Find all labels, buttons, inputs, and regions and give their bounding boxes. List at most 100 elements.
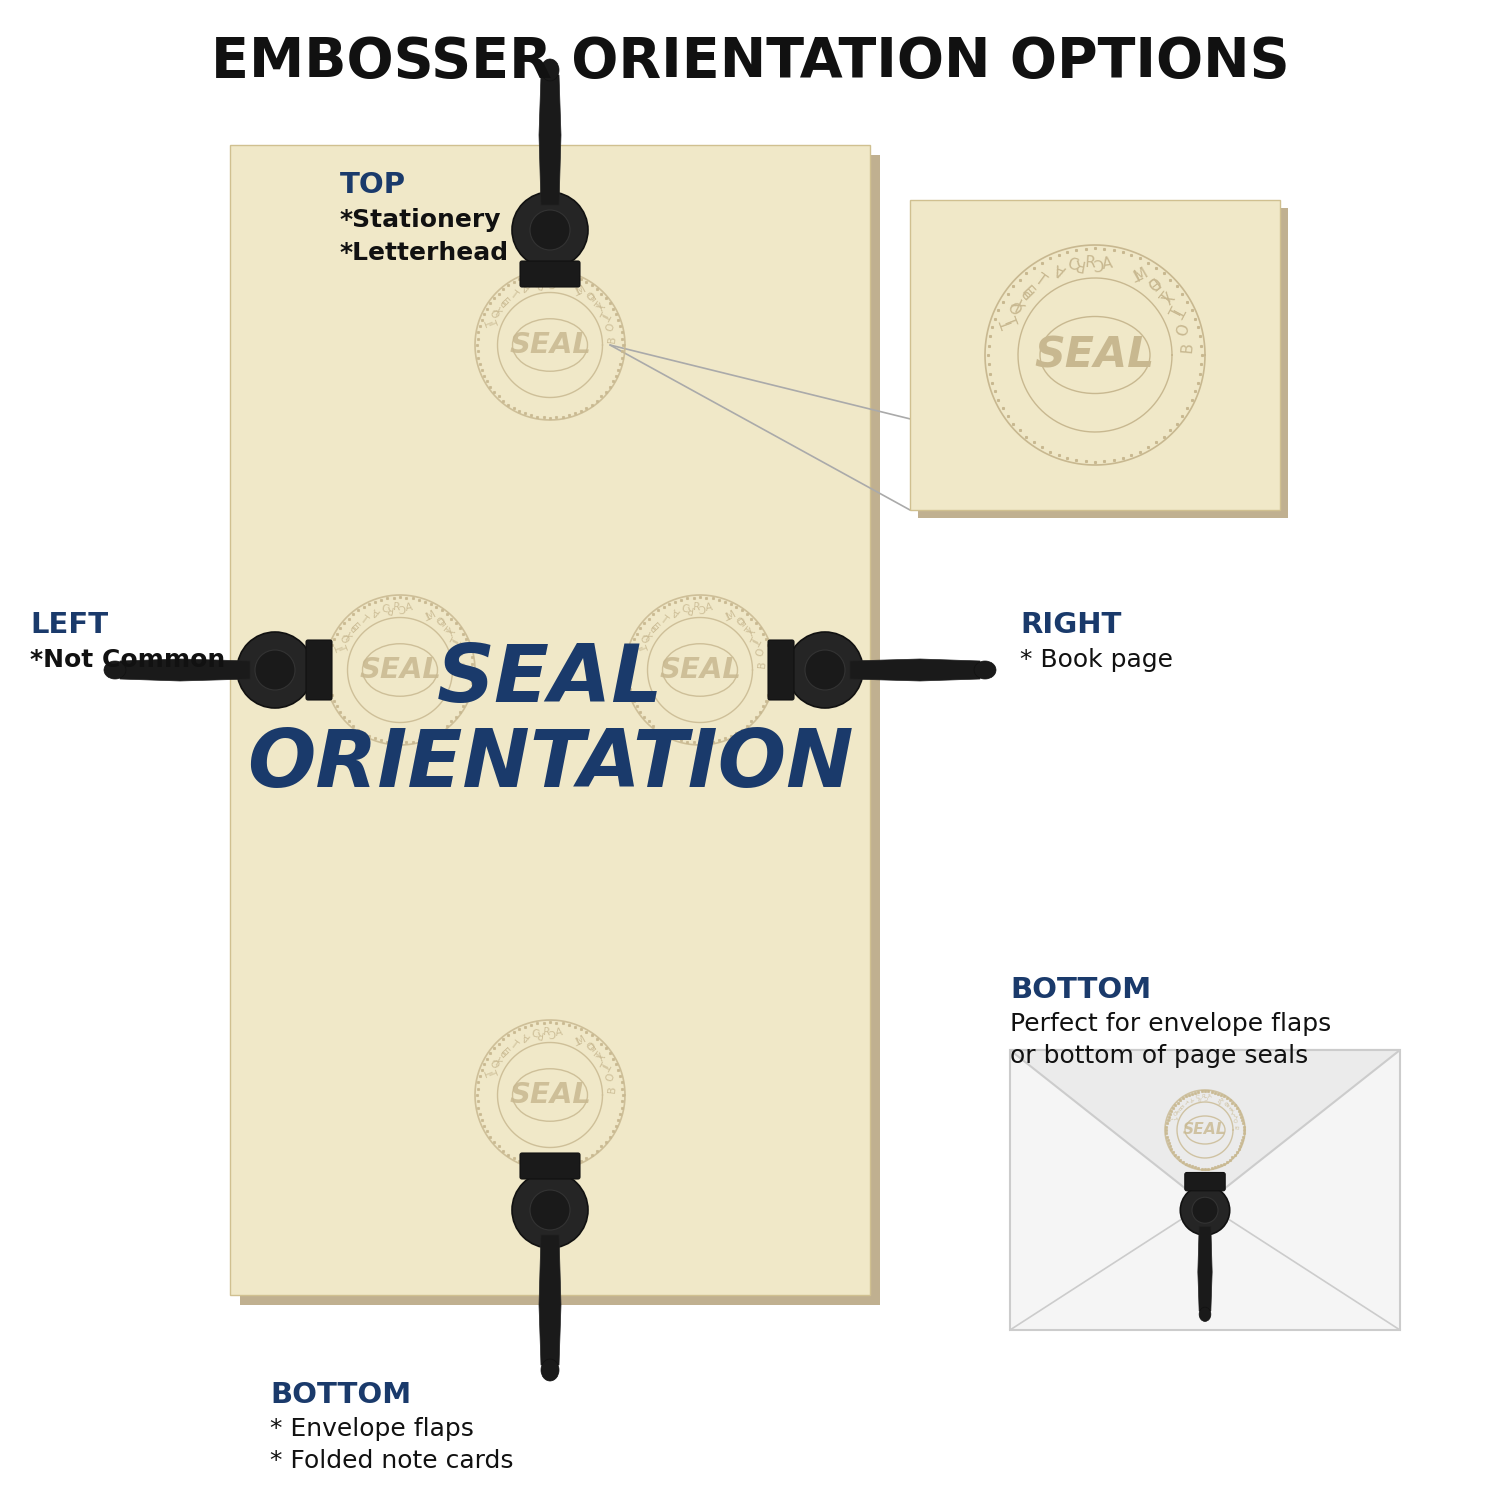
Text: X: X bbox=[742, 624, 754, 636]
Text: T: T bbox=[1000, 315, 1017, 328]
Text: TOP: TOP bbox=[340, 171, 406, 200]
Text: C: C bbox=[1065, 256, 1080, 274]
Text: O: O bbox=[585, 291, 597, 304]
Text: O: O bbox=[1007, 297, 1026, 315]
Text: R: R bbox=[543, 278, 550, 288]
FancyBboxPatch shape bbox=[306, 640, 332, 700]
Text: T: T bbox=[634, 644, 646, 652]
Text: T: T bbox=[600, 310, 612, 321]
Text: T: T bbox=[423, 608, 432, 619]
Text: O: O bbox=[735, 616, 747, 628]
Text: SEAL: SEAL bbox=[509, 332, 591, 358]
Text: B: B bbox=[608, 1086, 618, 1094]
Text: O: O bbox=[754, 648, 766, 658]
Text: T: T bbox=[444, 626, 456, 638]
Text: R: R bbox=[384, 603, 393, 613]
Text: T: T bbox=[1160, 290, 1176, 306]
Text: B: B bbox=[1179, 340, 1196, 352]
Text: M: M bbox=[1218, 1098, 1225, 1104]
Text: M: M bbox=[574, 284, 588, 297]
Text: E: E bbox=[1143, 273, 1161, 291]
Text: T: T bbox=[1216, 1096, 1222, 1102]
Text: T: T bbox=[484, 1070, 496, 1078]
Text: SEAL: SEAL bbox=[1035, 334, 1155, 376]
Polygon shape bbox=[538, 75, 561, 206]
Text: R: R bbox=[543, 1028, 550, 1038]
Text: O: O bbox=[454, 648, 466, 658]
Text: T: T bbox=[750, 636, 762, 646]
Text: T: T bbox=[999, 316, 1017, 330]
Text: or bottom of page seals: or bottom of page seals bbox=[1010, 1044, 1308, 1068]
Polygon shape bbox=[538, 1234, 561, 1365]
Text: R: R bbox=[693, 602, 700, 612]
Text: A: A bbox=[1053, 261, 1068, 278]
Text: * Book page: * Book page bbox=[1020, 648, 1173, 672]
Text: T: T bbox=[594, 300, 606, 312]
Text: *Stationery: *Stationery bbox=[340, 209, 501, 232]
Text: E: E bbox=[734, 615, 744, 627]
Bar bbox=[910, 200, 1280, 510]
Text: T: T bbox=[657, 614, 669, 626]
Text: Perfect for envelope flaps: Perfect for envelope flaps bbox=[1010, 1013, 1332, 1036]
Text: EMBOSSER ORIENTATION OPTIONS: EMBOSSER ORIENTATION OPTIONS bbox=[210, 34, 1290, 88]
Text: M: M bbox=[724, 609, 738, 622]
FancyBboxPatch shape bbox=[520, 261, 580, 286]
Text: R: R bbox=[534, 278, 543, 288]
Text: SEAL: SEAL bbox=[358, 656, 441, 684]
Text: T: T bbox=[1170, 1116, 1176, 1120]
Text: X: X bbox=[340, 632, 352, 642]
Text: C: C bbox=[699, 602, 706, 612]
Text: E: E bbox=[1222, 1101, 1228, 1107]
Circle shape bbox=[237, 632, 314, 708]
Text: O: O bbox=[604, 322, 616, 333]
Text: T: T bbox=[357, 614, 369, 626]
Text: X: X bbox=[592, 298, 604, 310]
Text: BOTTOM: BOTTOM bbox=[270, 1382, 411, 1408]
Text: O: O bbox=[1174, 321, 1192, 338]
Text: SEAL: SEAL bbox=[436, 640, 663, 718]
Text: R: R bbox=[393, 602, 400, 612]
Circle shape bbox=[530, 1190, 570, 1230]
Text: T: T bbox=[573, 1032, 582, 1044]
Text: B: B bbox=[608, 336, 618, 344]
Text: A: A bbox=[670, 606, 681, 618]
Text: O: O bbox=[340, 630, 352, 644]
Circle shape bbox=[530, 210, 570, 251]
Text: B: B bbox=[458, 660, 468, 669]
Text: P: P bbox=[500, 296, 510, 307]
Text: SEAL: SEAL bbox=[509, 1082, 591, 1108]
Circle shape bbox=[806, 650, 844, 690]
Circle shape bbox=[1192, 1197, 1218, 1224]
Text: B: B bbox=[758, 660, 768, 669]
Text: T: T bbox=[1168, 306, 1186, 321]
Text: R: R bbox=[1197, 1094, 1202, 1100]
Text: T: T bbox=[744, 626, 756, 638]
Text: T: T bbox=[486, 1068, 496, 1077]
Text: T: T bbox=[1128, 262, 1143, 280]
Text: X: X bbox=[1227, 1106, 1234, 1112]
Text: T: T bbox=[1232, 1112, 1238, 1118]
Circle shape bbox=[1180, 1185, 1230, 1234]
Text: R: R bbox=[684, 603, 693, 613]
Text: C: C bbox=[549, 278, 556, 286]
FancyBboxPatch shape bbox=[1185, 1173, 1225, 1191]
Text: T: T bbox=[636, 642, 646, 652]
Text: T: T bbox=[507, 1038, 519, 1050]
Text: X: X bbox=[640, 632, 652, 642]
Text: E: E bbox=[1019, 284, 1036, 300]
Text: R: R bbox=[534, 1028, 543, 1038]
Text: O: O bbox=[585, 1041, 597, 1054]
Text: O: O bbox=[1173, 1108, 1180, 1116]
Text: T: T bbox=[1232, 1112, 1238, 1118]
Circle shape bbox=[788, 632, 862, 708]
Text: B: B bbox=[1236, 1125, 1240, 1130]
Text: BOTTOM: BOTTOM bbox=[1010, 976, 1152, 1004]
Text: X: X bbox=[592, 1048, 604, 1060]
Text: X: X bbox=[1173, 1110, 1179, 1114]
Text: E: E bbox=[498, 1046, 510, 1058]
Text: A: A bbox=[1208, 1094, 1212, 1100]
Text: E: E bbox=[648, 621, 660, 633]
Text: O: O bbox=[1146, 276, 1166, 296]
Text: O: O bbox=[1224, 1101, 1230, 1108]
Text: T: T bbox=[1228, 1107, 1234, 1112]
